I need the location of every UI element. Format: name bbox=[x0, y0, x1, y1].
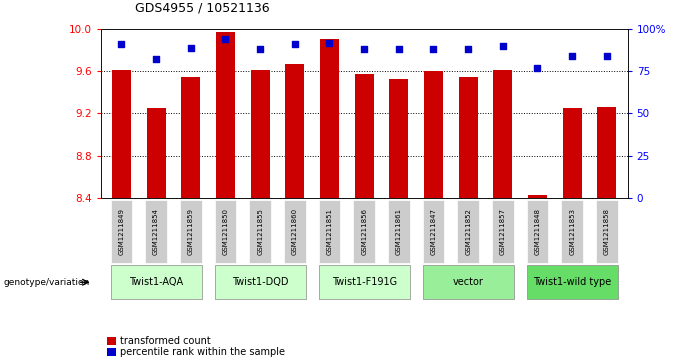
Bar bbox=[216, 32, 235, 198]
Point bbox=[255, 46, 266, 52]
Bar bbox=[424, 71, 443, 198]
Point bbox=[532, 65, 543, 71]
Point bbox=[116, 41, 127, 47]
Point bbox=[324, 40, 335, 45]
Text: GSM1211861: GSM1211861 bbox=[396, 208, 402, 255]
Text: GSM1211855: GSM1211855 bbox=[257, 208, 263, 255]
Point bbox=[428, 46, 439, 52]
Bar bbox=[389, 79, 409, 198]
Text: percentile rank within the sample: percentile rank within the sample bbox=[120, 347, 286, 358]
Text: GSM1211854: GSM1211854 bbox=[153, 208, 159, 255]
Point bbox=[290, 41, 301, 47]
Text: GSM1211849: GSM1211849 bbox=[118, 208, 124, 255]
Point bbox=[566, 53, 577, 59]
Text: Twist1-F191G: Twist1-F191G bbox=[332, 277, 396, 287]
Bar bbox=[112, 70, 131, 198]
Bar bbox=[528, 195, 547, 198]
Point bbox=[497, 43, 508, 49]
Text: GSM1211857: GSM1211857 bbox=[500, 208, 506, 255]
Text: GSM1211852: GSM1211852 bbox=[465, 208, 471, 255]
Point bbox=[601, 53, 612, 59]
Text: GSM1211848: GSM1211848 bbox=[534, 208, 541, 255]
Bar bbox=[562, 108, 581, 198]
Point bbox=[220, 36, 231, 42]
Text: GSM1211853: GSM1211853 bbox=[569, 208, 575, 255]
Point bbox=[462, 46, 473, 52]
Text: Twist1-AQA: Twist1-AQA bbox=[129, 277, 183, 287]
Point bbox=[186, 45, 197, 50]
Point bbox=[359, 46, 370, 52]
Text: vector: vector bbox=[453, 277, 483, 287]
Point bbox=[151, 57, 162, 62]
Bar bbox=[286, 64, 305, 198]
Text: GSM1211850: GSM1211850 bbox=[222, 208, 228, 255]
Point bbox=[393, 46, 404, 52]
Text: GSM1211847: GSM1211847 bbox=[430, 208, 437, 255]
Bar bbox=[182, 77, 201, 198]
Bar bbox=[493, 70, 512, 198]
Text: GSM1211860: GSM1211860 bbox=[292, 208, 298, 255]
Bar bbox=[458, 77, 477, 198]
Bar bbox=[320, 38, 339, 198]
Bar bbox=[251, 70, 270, 198]
Text: Twist1-wild type: Twist1-wild type bbox=[533, 277, 611, 287]
Bar bbox=[597, 107, 616, 198]
Text: transformed count: transformed count bbox=[120, 336, 211, 346]
Text: GSM1211858: GSM1211858 bbox=[604, 208, 610, 255]
Text: GSM1211851: GSM1211851 bbox=[326, 208, 333, 255]
Text: Twist1-DQD: Twist1-DQD bbox=[232, 277, 288, 287]
Text: genotype/variation: genotype/variation bbox=[3, 278, 90, 287]
Text: GDS4955 / 10521136: GDS4955 / 10521136 bbox=[135, 1, 269, 15]
Bar bbox=[354, 74, 374, 198]
Text: GSM1211859: GSM1211859 bbox=[188, 208, 194, 255]
Bar bbox=[147, 108, 166, 198]
Text: GSM1211856: GSM1211856 bbox=[361, 208, 367, 255]
